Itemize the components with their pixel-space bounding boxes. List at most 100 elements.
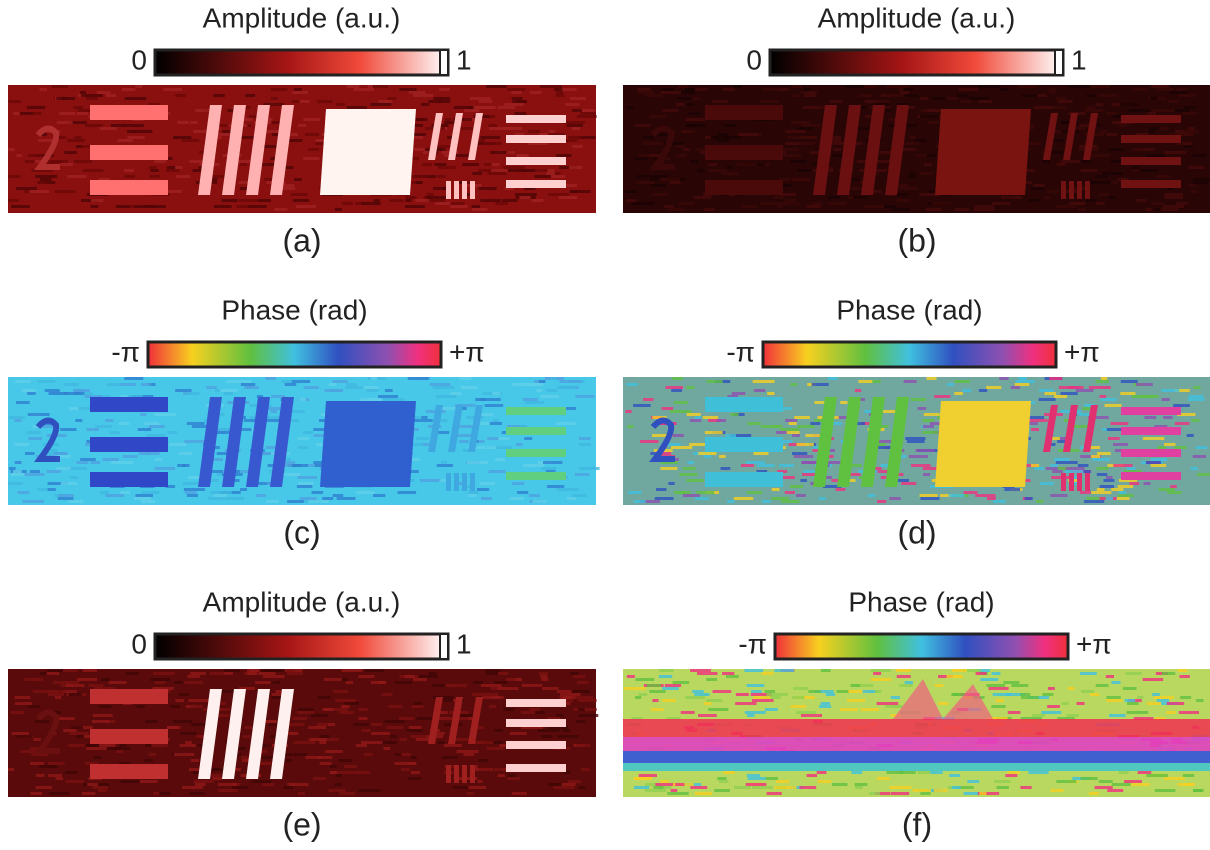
- colorbar: [775, 634, 1068, 659]
- target-bar: [506, 719, 566, 727]
- noise: [1152, 693, 1159, 696]
- noise: [903, 88, 913, 91]
- noise: [726, 675, 739, 678]
- noise: [16, 187, 37, 190]
- noise: [135, 85, 142, 88]
- noise: [920, 172, 934, 175]
- colorbar: [770, 50, 1063, 75]
- noise: [1121, 380, 1138, 383]
- noise: [442, 756, 458, 759]
- noise: [400, 738, 407, 741]
- noise: [719, 780, 729, 783]
- noise: [785, 419, 797, 422]
- target-bar: [454, 765, 459, 783]
- colorbar: [155, 634, 448, 659]
- noise: [1050, 789, 1063, 792]
- noise: [1031, 428, 1039, 431]
- target-bar: [90, 180, 168, 195]
- noise: [66, 780, 84, 783]
- noise: [541, 678, 548, 681]
- noise: [522, 169, 534, 172]
- noise: [144, 759, 152, 762]
- noise: [506, 151, 515, 154]
- noise: [99, 705, 111, 708]
- noise: [39, 765, 53, 768]
- noise: [547, 485, 564, 488]
- target-square: [935, 401, 1031, 487]
- noise: [1045, 392, 1057, 395]
- noise: [1084, 109, 1104, 112]
- noise: [796, 494, 806, 497]
- noise: [514, 112, 526, 115]
- noise: [330, 771, 337, 774]
- noise: [569, 190, 578, 193]
- noise: [904, 380, 917, 383]
- noise: [577, 681, 589, 684]
- noise: [109, 431, 119, 434]
- noise: [949, 774, 960, 777]
- noise: [346, 383, 357, 386]
- noise: [52, 85, 68, 88]
- noise: [468, 491, 478, 494]
- noise: [645, 789, 666, 792]
- noise: [1090, 181, 1111, 184]
- noise: [477, 488, 489, 491]
- noise: [387, 97, 396, 100]
- noise: [656, 175, 668, 178]
- noise: [580, 112, 596, 115]
- noise: [747, 491, 762, 494]
- noise: [787, 136, 807, 139]
- noise: [734, 497, 754, 500]
- noise: [473, 681, 483, 684]
- band: [623, 751, 1210, 763]
- noise: [187, 422, 205, 425]
- noise: [1097, 488, 1105, 491]
- noise: [503, 166, 525, 169]
- noise: [486, 85, 507, 88]
- noise: [831, 139, 841, 142]
- noise: [480, 199, 501, 202]
- noise: [240, 488, 247, 491]
- noise: [915, 154, 927, 157]
- noise: [1091, 455, 1100, 458]
- noise: [745, 711, 766, 714]
- noise: [1001, 88, 1008, 91]
- noise: [86, 428, 99, 431]
- noise: [292, 100, 299, 103]
- noise: [523, 398, 538, 401]
- noise: [370, 103, 391, 106]
- noise: [28, 413, 50, 416]
- noise: [938, 702, 948, 705]
- noise: [155, 458, 162, 461]
- noise: [28, 437, 42, 440]
- noise: [662, 687, 679, 690]
- noise: [58, 497, 74, 500]
- noise: [14, 443, 28, 446]
- noise: [1054, 395, 1067, 398]
- noise: [1084, 500, 1104, 503]
- noise: [737, 163, 757, 166]
- noise: [512, 97, 523, 100]
- noise: [636, 175, 658, 178]
- noise: [774, 196, 785, 199]
- target-bar: [506, 115, 566, 123]
- noise: [746, 783, 767, 786]
- noise: [512, 482, 524, 485]
- noise: [627, 106, 634, 109]
- noise: [951, 693, 958, 696]
- noise: [900, 91, 909, 94]
- noise: [415, 199, 429, 202]
- noise: [489, 705, 496, 708]
- caption: (f): [902, 806, 932, 842]
- noise: [47, 672, 59, 675]
- noise: [863, 690, 876, 693]
- noise: [318, 696, 330, 699]
- noise: [1132, 88, 1148, 91]
- noise: [905, 437, 925, 440]
- noise: [502, 127, 522, 130]
- noise: [25, 678, 44, 681]
- noise: [541, 735, 552, 738]
- noise: [1153, 202, 1164, 205]
- noise: [135, 494, 153, 497]
- noise: [525, 383, 543, 386]
